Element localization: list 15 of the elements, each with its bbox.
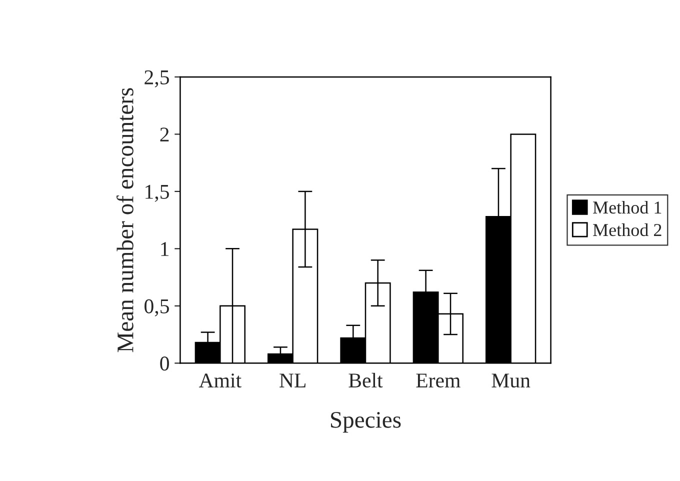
x-tick-label: Amit	[198, 374, 242, 388]
x-tick-label: NL	[280, 374, 306, 388]
y-tick-label: 0,5	[144, 299, 169, 316]
legend-label: Method 2	[593, 223, 662, 236]
x-tick-label: Mun	[492, 374, 530, 388]
legend-label: Method 1	[593, 200, 662, 214]
x-tick-label: Belt	[348, 372, 383, 388]
y-axis-title: Mean number of encounters	[116, 88, 134, 352]
y-tick-label: 1	[161, 242, 169, 256]
y-tick-label: 0	[160, 356, 169, 371]
y-tick-label: 2,5	[144, 70, 169, 88]
x-tick-label: Erem	[416, 374, 460, 388]
y-tick-label: 1,5	[146, 184, 169, 202]
y-tick-label: 2	[160, 128, 169, 142]
x-axis-title: Species	[331, 412, 401, 433]
